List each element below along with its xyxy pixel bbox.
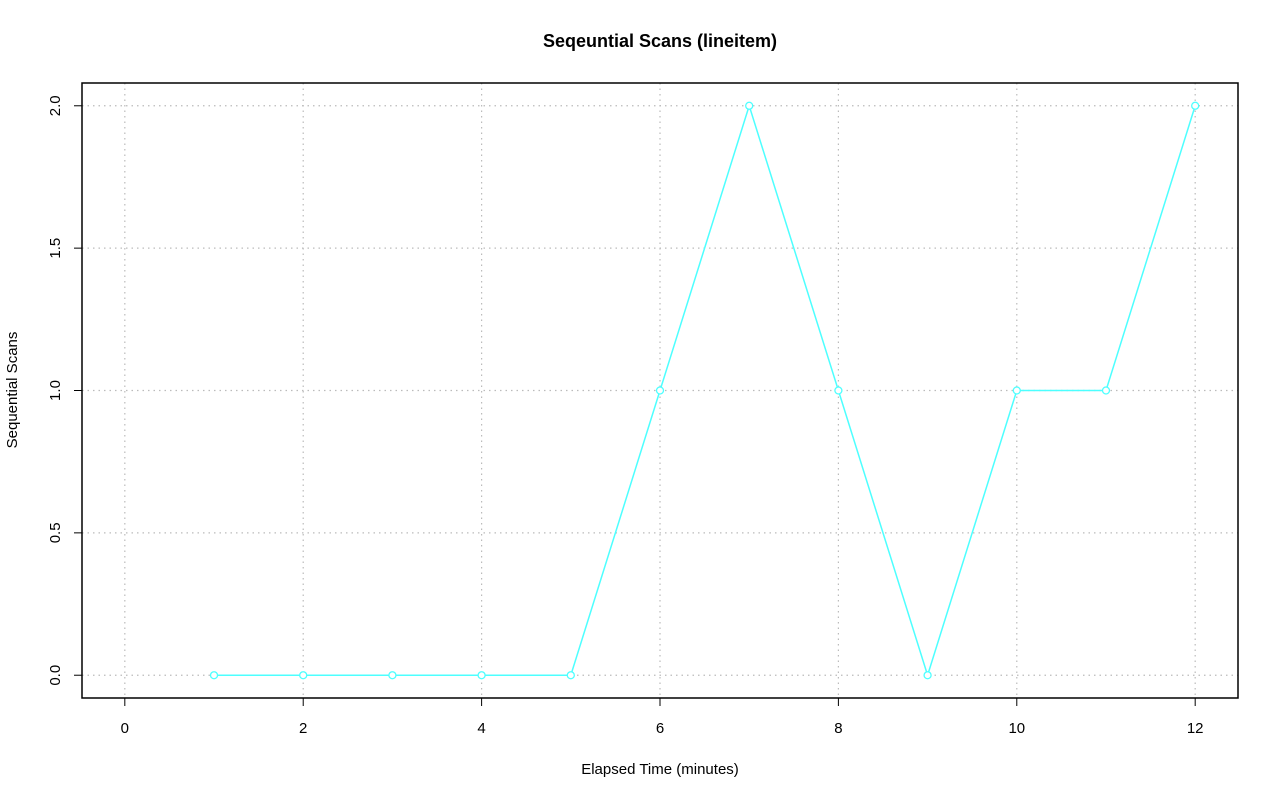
point xyxy=(655,386,665,395)
x-tick-label: 4 xyxy=(477,720,485,737)
series-line xyxy=(214,103,1196,678)
x-tick-label: 2 xyxy=(299,720,307,737)
point xyxy=(209,671,219,680)
y-tick-label: 1.0 xyxy=(47,380,64,401)
y-tick-label: 2.0 xyxy=(47,95,64,116)
point xyxy=(566,671,575,680)
x-tick-label: 0 xyxy=(121,720,129,737)
point xyxy=(477,671,486,680)
x-tick-label: 6 xyxy=(656,720,664,737)
x-tick-label: 12 xyxy=(1187,720,1204,737)
y-axis-label: Sequential Scans xyxy=(4,332,21,449)
x-tick-label: 8 xyxy=(834,720,842,737)
plot-frame xyxy=(81,82,1239,699)
y-tick-label: 0.0 xyxy=(47,665,64,686)
x-tick-label: 10 xyxy=(1008,720,1025,737)
point xyxy=(299,671,308,680)
x-axis-label: Elapsed Time (minutes) xyxy=(581,761,739,778)
chart-title: Seqeuntial Scans (lineitem) xyxy=(543,31,777,51)
point xyxy=(1191,101,1200,110)
y-tick-label: 1.5 xyxy=(47,238,64,259)
point xyxy=(1101,386,1111,395)
y-tick-label: 0.5 xyxy=(47,522,64,543)
point xyxy=(388,671,397,680)
point xyxy=(834,386,843,395)
point xyxy=(1012,386,1021,395)
point xyxy=(745,101,754,110)
point xyxy=(923,671,932,680)
